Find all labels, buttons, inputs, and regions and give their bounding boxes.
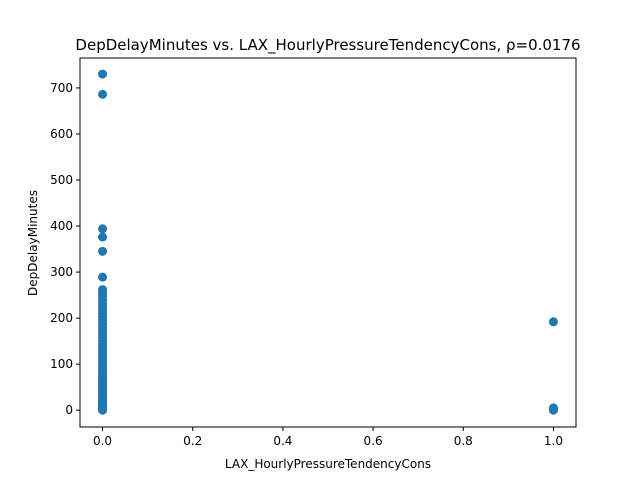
x-tick-label: 0.8 xyxy=(454,434,473,448)
x-tick-label: 0.4 xyxy=(273,434,292,448)
chart-title: DepDelayMinutes vs. LAX_HourlyPressureTe… xyxy=(75,36,580,55)
y-tick-label: 400 xyxy=(50,219,73,233)
y-axis-label: DepDelayMinutes xyxy=(26,190,40,296)
data-point xyxy=(98,89,108,99)
x-tick-label: 1.0 xyxy=(544,434,563,448)
x-tick-label: 0.0 xyxy=(93,434,112,448)
x-axis: 0.0 0.2 0.4 0.6 0.8 1.0 xyxy=(93,427,563,448)
data-point xyxy=(98,232,108,242)
data-point xyxy=(548,317,558,327)
x-axis-label: LAX_HourlyPressureTendencyCons xyxy=(225,457,431,471)
y-tick-label: 100 xyxy=(50,357,73,371)
data-point xyxy=(98,69,108,79)
x-tick-label: 0.2 xyxy=(183,434,202,448)
data-point xyxy=(98,224,108,234)
y-tick-label: 300 xyxy=(50,265,73,279)
y-tick-label: 0 xyxy=(65,403,73,417)
data-point xyxy=(548,405,558,415)
data-point xyxy=(98,272,108,282)
y-axis: 0 100 200 300 400 500 600 700 xyxy=(50,81,80,417)
y-tick-label: 500 xyxy=(50,173,73,187)
data-point xyxy=(98,246,108,256)
y-tick-label: 700 xyxy=(50,81,73,95)
y-tick-label: 600 xyxy=(50,127,73,141)
plot-frame xyxy=(79,57,577,428)
x-tick-label: 0.6 xyxy=(364,434,383,448)
y-tick-label: 200 xyxy=(50,311,73,325)
data-points xyxy=(98,69,558,415)
data-point xyxy=(98,405,108,415)
